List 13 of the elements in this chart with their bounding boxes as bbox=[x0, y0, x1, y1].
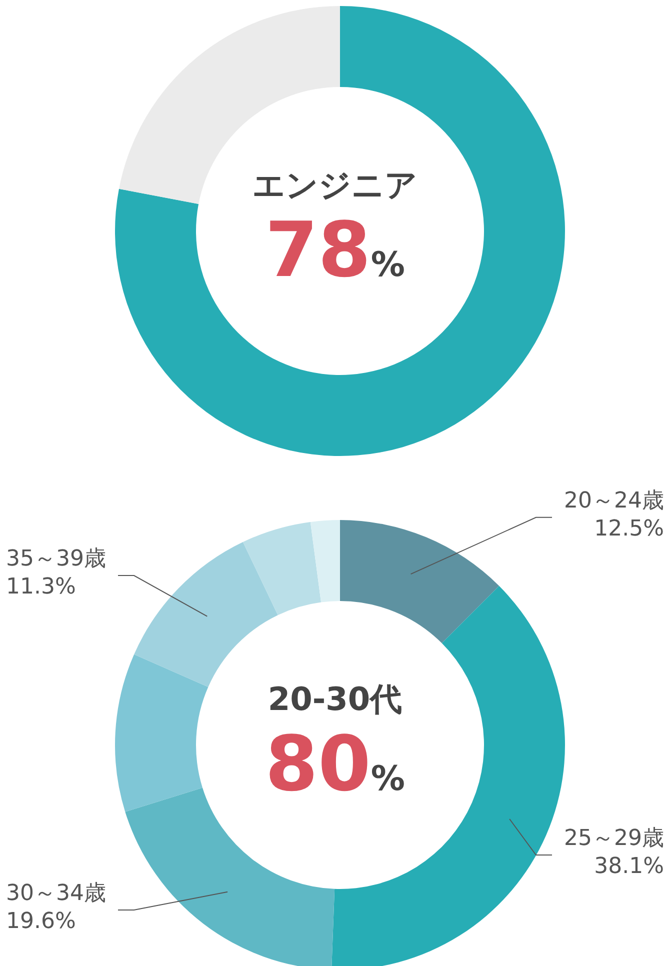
data-label: 19.6% bbox=[6, 909, 76, 934]
text: 78% bbox=[265, 205, 405, 294]
slice-label: 30～34歳 bbox=[6, 881, 106, 906]
slice-label: 20～24歳 bbox=[564, 488, 664, 514]
data-label: 38.1% bbox=[594, 854, 664, 880]
text: 20-30代 bbox=[268, 680, 402, 718]
donut-slice bbox=[115, 6, 565, 456]
data-label: 12.5% bbox=[594, 516, 664, 542]
data-label: 11.3% bbox=[6, 574, 76, 600]
slice-label: 25～29歳 bbox=[564, 826, 664, 852]
slice-label: 35～39歳 bbox=[6, 546, 106, 572]
text: エンジニア bbox=[252, 166, 418, 204]
text: 80% bbox=[265, 719, 405, 808]
